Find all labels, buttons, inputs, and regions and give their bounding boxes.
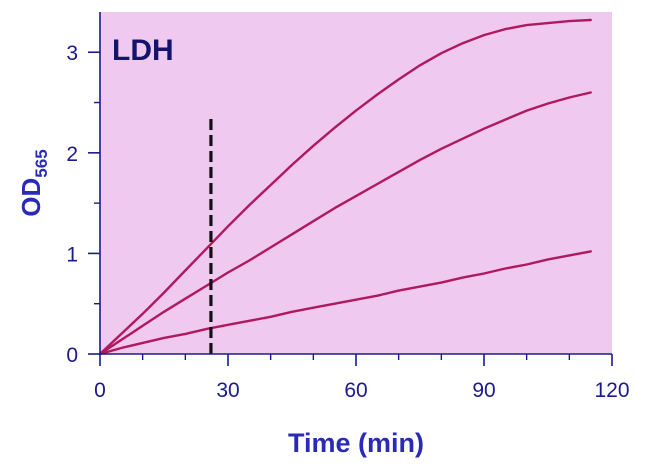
- y-tick-label: 3: [66, 42, 78, 65]
- x-tick-label: 60: [344, 379, 367, 402]
- series-line-2: [98, 91, 592, 356]
- chart-title: LDH: [112, 34, 174, 67]
- series-layer: [98, 18, 592, 356]
- y-axis-title-main: OD: [16, 178, 46, 217]
- y-tick-label: 2: [66, 143, 78, 166]
- x-tick-label: 120: [594, 379, 629, 402]
- ticks-layer: 0 30 60 90 120 0 1 2 3: [66, 42, 629, 402]
- series-line-1: [98, 18, 592, 356]
- series-line-3: [98, 250, 592, 356]
- x-tick-label: 30: [216, 379, 239, 402]
- y-axis-title-subscript: 565: [32, 149, 51, 177]
- plot-area: [100, 12, 612, 354]
- x-axis-title: Time (min): [288, 428, 424, 458]
- y-axis-title: OD565: [16, 149, 51, 216]
- x-tick-label: 0: [94, 379, 106, 402]
- x-tick-label: 90: [472, 379, 495, 402]
- y-tick-label: 0: [66, 344, 78, 367]
- y-tick-label: 1: [66, 243, 78, 266]
